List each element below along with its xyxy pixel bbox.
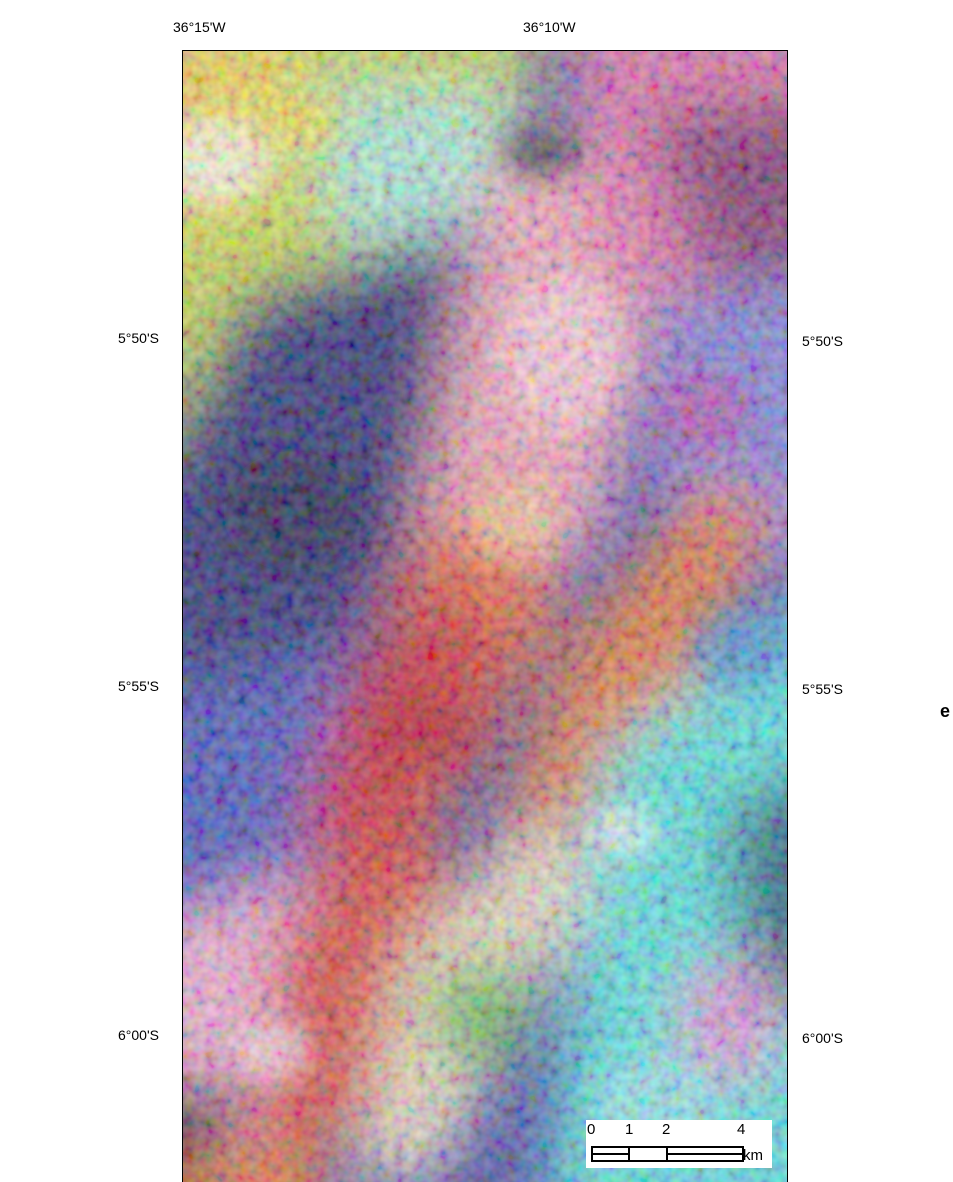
scale-tick-2: 2 xyxy=(662,1121,671,1138)
scale-tick-0: 0 xyxy=(587,1121,596,1138)
scale-segment-0-1 xyxy=(591,1146,630,1162)
latitude-label-left-5-55s: 5°55'S xyxy=(118,678,159,694)
scale-segment-2-4 xyxy=(666,1146,744,1162)
false-color-raster xyxy=(183,51,787,1182)
latitude-label-left-6-00s: 6°00'S xyxy=(118,1027,159,1043)
latitude-label-right-5-50s: 5°50'S xyxy=(802,333,843,349)
longitude-label-36-15w: 36°15'W xyxy=(173,19,226,35)
scale-tick-1: 1 xyxy=(625,1121,634,1138)
latitude-label-right-6-00s: 6°00'S xyxy=(802,1030,843,1046)
scale-segment-1-2 xyxy=(628,1146,668,1162)
edge-glyph: e xyxy=(940,701,951,721)
scale-unit: km xyxy=(743,1147,763,1164)
latitude-label-left-5-50s: 5°50'S xyxy=(118,330,159,346)
map-image-frame xyxy=(182,50,788,1182)
latitude-label-right-5-55s: 5°55'S xyxy=(802,681,843,697)
scale-bar: 0 1 2 4 km xyxy=(586,1120,772,1168)
longitude-label-36-10w: 36°10'W xyxy=(523,19,576,35)
scale-tick-4: 4 xyxy=(737,1121,746,1138)
